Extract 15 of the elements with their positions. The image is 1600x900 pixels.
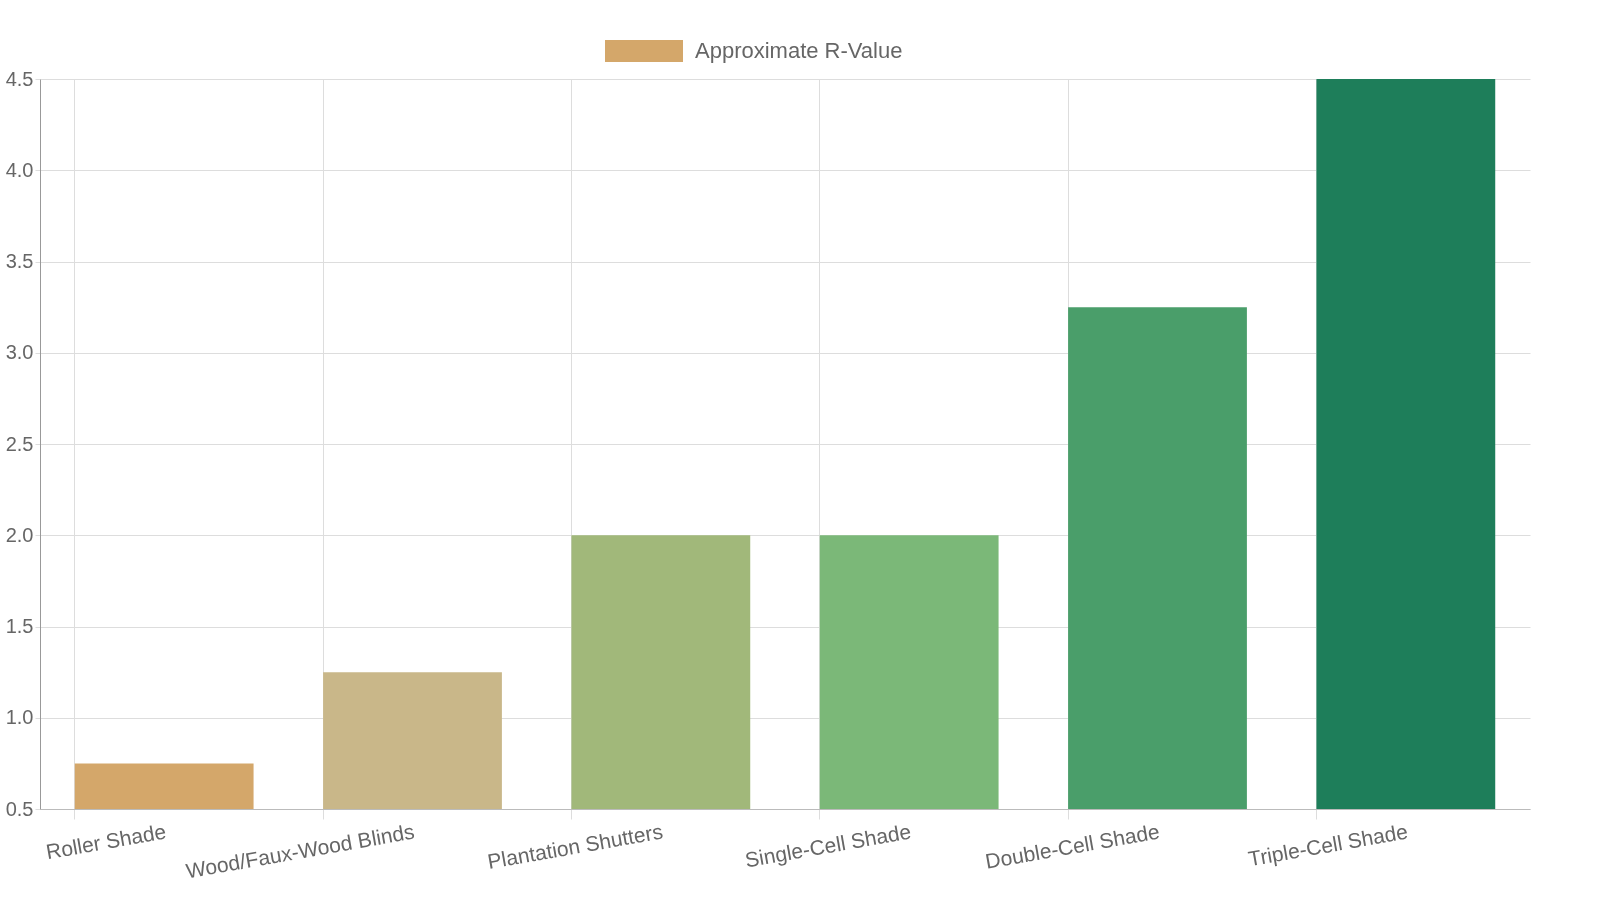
y-tick-label: 3.0 <box>5 341 34 364</box>
x-tick-label: Roller Shade <box>44 819 168 864</box>
y-tick-label: 3.5 <box>5 250 34 272</box>
y-tick-label: 2.0 <box>5 523 34 546</box>
x-tick-label: Single-Cell Shade <box>743 819 913 872</box>
x-tick-label: Triple-Cell Shade <box>1246 819 1410 871</box>
x-tick-label: Plantation Shutters <box>485 819 665 873</box>
x-tick-label: Double-Cell Shade <box>983 819 1162 873</box>
y-tick-label: 1.0 <box>5 706 34 729</box>
y-tick-label: 4.5 <box>5 67 34 90</box>
y-tick-label: 4.0 <box>5 158 34 181</box>
y-tick-label: 1.5 <box>5 615 34 637</box>
y-tick-label: 0.5 <box>5 797 34 820</box>
y-tick-label: 2.5 <box>5 432 34 455</box>
legend-label: Approximate R-Value <box>695 38 903 63</box>
